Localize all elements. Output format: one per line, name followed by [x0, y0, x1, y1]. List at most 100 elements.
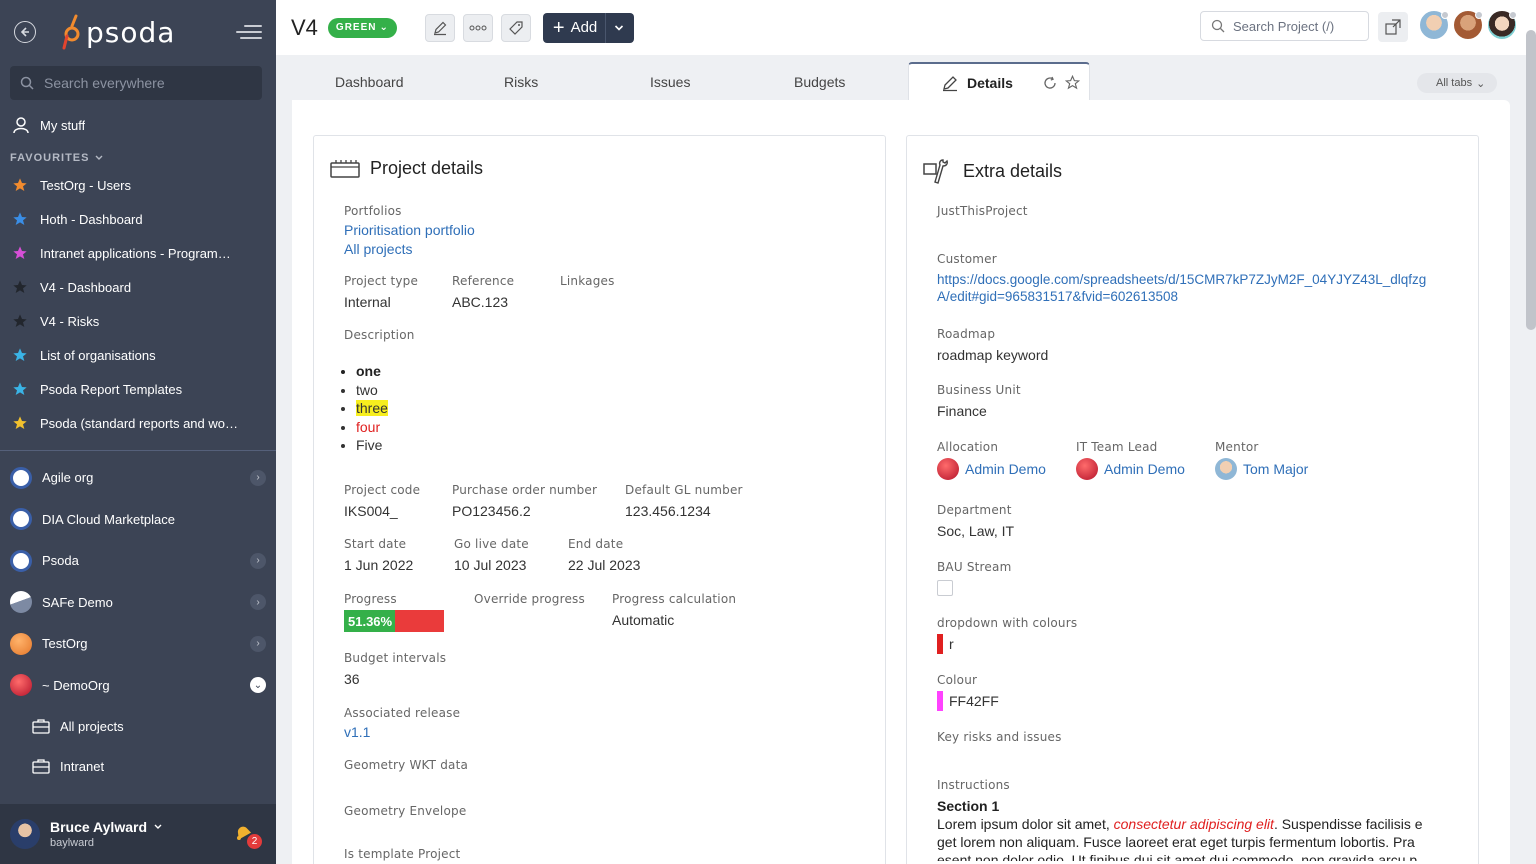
- sidebar: psoda Search everywhere My stuff FAVOURI…: [0, 0, 276, 864]
- chevron-right-icon[interactable]: ›: [250, 635, 266, 652]
- favourite-item[interactable]: V4 - Dashboard: [0, 270, 276, 304]
- sub-item-all-projects[interactable]: All projects: [0, 706, 276, 746]
- project-search-input[interactable]: Search Project (/): [1200, 11, 1369, 41]
- field-label: Progress calculation: [612, 592, 737, 606]
- chevron-right-icon[interactable]: ›: [250, 469, 266, 486]
- avatar[interactable]: [1452, 9, 1484, 41]
- back-icon[interactable]: [14, 21, 36, 43]
- add-button-divider: [605, 12, 607, 43]
- person-chip[interactable]: Admin Demo: [1076, 458, 1185, 480]
- favourite-item[interactable]: Intranet applications - Programme…: [0, 236, 276, 270]
- user-panel[interactable]: Bruce Aylward baylward 2: [0, 804, 276, 864]
- card-title: Extra details: [963, 160, 1063, 181]
- tab-budgets[interactable]: Budgets: [794, 74, 846, 90]
- switch-view-button[interactable]: [1378, 12, 1408, 42]
- project-details-header: Project details: [330, 158, 483, 179]
- sidebar-item-label: My stuff: [40, 117, 86, 133]
- favourite-item[interactable]: List of organisations: [0, 338, 276, 372]
- reference-field: Reference ABC.123: [452, 274, 514, 310]
- tab-risks[interactable]: Risks: [504, 74, 539, 90]
- top-bar: V4 GREEN ⌄ + Add Search Project (/): [276, 0, 1536, 55]
- tab-dashboard[interactable]: Dashboard: [335, 74, 404, 90]
- field-label: Customer: [937, 252, 997, 266]
- chevron-right-icon[interactable]: ›: [250, 552, 266, 569]
- just-this-project-field: JustThisProject: [937, 204, 1028, 218]
- tab-actions: [1043, 75, 1080, 90]
- pencil-icon: [433, 21, 447, 35]
- sub-item-intranet[interactable]: Intranet: [0, 746, 276, 786]
- org-item-psoda[interactable]: Psoda ›: [0, 540, 276, 582]
- favourite-item[interactable]: V4 - Risks: [0, 304, 276, 338]
- more-options-button[interactable]: [462, 13, 493, 42]
- global-search-input[interactable]: Search everywhere: [10, 66, 262, 100]
- favourite-item[interactable]: Hoth - Dashboard: [0, 202, 276, 236]
- org-item-safe-demo[interactable]: SAFe Demo ›: [0, 582, 276, 624]
- tab-details[interactable]: Details: [908, 62, 1090, 101]
- star-outline-icon[interactable]: [1064, 75, 1080, 90]
- portfolio-link[interactable]: Prioritisation portfolio: [344, 222, 475, 238]
- all-tabs-label: All tabs: [1436, 77, 1473, 89]
- chevron-down-icon[interactable]: [153, 823, 163, 831]
- chevron-down-icon[interactable]: [614, 24, 624, 32]
- customer-link-continued[interactable]: A/edit#gid=965831517&fvid=602613508: [937, 289, 1178, 304]
- end-date-field: End date 22 Jul 2023: [568, 537, 640, 573]
- chevron-down-icon[interactable]: ⌄: [250, 677, 266, 694]
- tab-issues[interactable]: Issues: [650, 74, 691, 90]
- tag-button[interactable]: [500, 13, 531, 42]
- favourite-item[interactable]: TestOrg - Users: [0, 168, 276, 202]
- favourite-item[interactable]: Psoda Report Templates: [0, 372, 276, 406]
- mentor-field: Mentor Tom Major: [1215, 440, 1308, 480]
- text-run: Lorem ipsum dolor sit amet,: [937, 816, 1114, 832]
- dropdown-value: r: [937, 634, 1077, 654]
- field-label: Geometry WKT data: [344, 758, 469, 772]
- compass-icon: [10, 466, 32, 489]
- person-chip[interactable]: Tom Major: [1215, 458, 1308, 480]
- collapse-menu-icon[interactable]: [236, 23, 262, 41]
- field-value: 123.456.1234: [625, 503, 711, 519]
- field-value: 10 Jul 2023: [454, 557, 527, 573]
- project-details-card: Project details Portfolios Prioritisatio…: [313, 135, 886, 864]
- add-button[interactable]: + Add: [542, 12, 635, 43]
- field-value: 22 Jul 2023: [568, 557, 641, 573]
- user-login: baylward: [50, 837, 95, 849]
- avatar[interactable]: [10, 819, 40, 849]
- sidebar-header: psoda: [0, 0, 276, 64]
- customer-link[interactable]: https://docs.google.com/spreadsheets/d/1…: [937, 272, 1427, 287]
- edit-button[interactable]: [424, 13, 455, 42]
- list-item-highlighted: three: [356, 400, 388, 416]
- avatar[interactable]: [1486, 9, 1518, 41]
- status-badge[interactable]: GREEN ⌄: [327, 17, 397, 38]
- briefcase-icon: [32, 719, 50, 734]
- person-link[interactable]: Tom Major: [1243, 461, 1309, 477]
- favourites-section-toggle[interactable]: FAVOURITES: [0, 142, 276, 168]
- all-tabs-dropdown[interactable]: All tabs ⌄: [1417, 73, 1498, 93]
- text-run-emphasis: consectetur adipiscing elit: [1113, 816, 1274, 832]
- favourite-item[interactable]: Psoda (standard reports and work…: [0, 406, 276, 440]
- org-item-dia-cloud[interactable]: DIA Cloud Marketplace: [0, 499, 276, 541]
- field-label: JustThisProject: [937, 204, 1028, 218]
- dropdown-colours-field: dropdown with colours r: [937, 616, 1077, 654]
- page-scrollbar[interactable]: [1526, 30, 1536, 330]
- person-chip[interactable]: Admin Demo: [937, 458, 1046, 480]
- org-item-testorg[interactable]: TestOrg ›: [0, 623, 276, 665]
- person-link[interactable]: Admin Demo: [1104, 461, 1185, 477]
- associated-release-field: Associated release v1.1: [344, 706, 460, 740]
- org-item-demoorg[interactable]: ~ DemoOrg ⌄: [0, 665, 276, 707]
- compass-icon: [10, 549, 32, 572]
- release-link[interactable]: v1.1: [344, 724, 371, 740]
- bau-stream-checkbox[interactable]: [937, 580, 953, 596]
- avatar[interactable]: [1418, 9, 1450, 41]
- chevron-right-icon[interactable]: ›: [250, 594, 266, 611]
- business-unit-field: Business Unit Finance: [937, 383, 1021, 419]
- org-item-agile-org[interactable]: Agile org ›: [0, 457, 276, 499]
- person-link[interactable]: Admin Demo: [965, 461, 1046, 477]
- field-label: Department: [937, 503, 1012, 517]
- notifications-bell[interactable]: 2: [232, 821, 262, 849]
- list-item-red: four: [356, 418, 381, 435]
- refresh-icon[interactable]: [1043, 76, 1057, 90]
- psoda-logo[interactable]: psoda: [62, 14, 175, 50]
- sidebar-item-my-stuff[interactable]: My stuff: [0, 108, 276, 142]
- is-template-field: Is template Project: [344, 847, 460, 861]
- user-icon: [13, 117, 29, 134]
- portfolio-link[interactable]: All projects: [344, 241, 413, 257]
